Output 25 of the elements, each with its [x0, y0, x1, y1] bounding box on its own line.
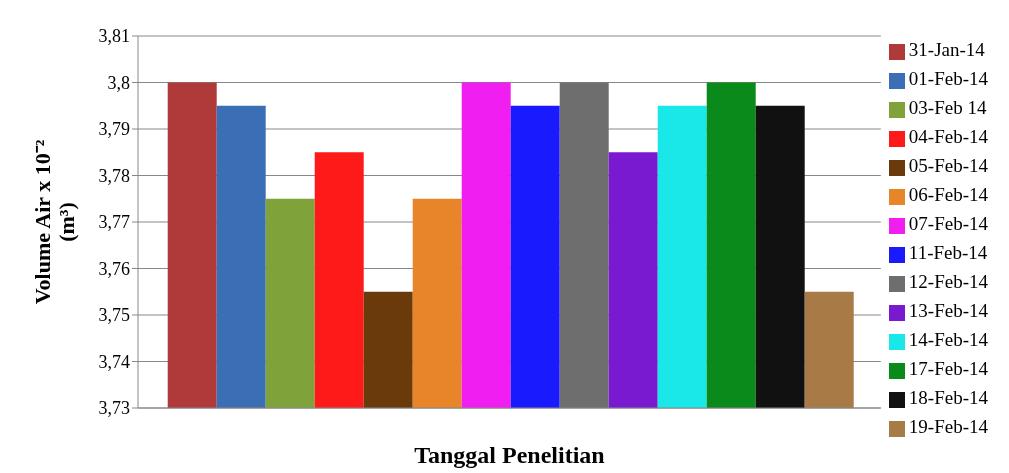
legend-label: 04-Feb-14 [908, 126, 988, 147]
legend-label: 14-Feb-14 [908, 329, 988, 350]
legend-label: 11-Feb-14 [908, 242, 988, 263]
legend-label: 12-Feb-14 [908, 271, 988, 292]
legend-label: 06-Feb-14 [908, 184, 988, 205]
y-tick-label: 3,75 [98, 305, 130, 326]
y-tick-label: 3,73 [98, 398, 130, 419]
y-tick-label: 3,74 [98, 351, 130, 372]
y-tick-label: 3,76 [98, 258, 130, 279]
legend-label: 03-Feb 14 [908, 97, 987, 118]
y-tick-label: 3,78 [98, 165, 130, 186]
x-axis-title: Tanggal Penelitian [414, 442, 605, 468]
y-axis-title: Volume Air x 10⁻² (m³) [30, 139, 79, 305]
legend-label: 07-Feb-14 [908, 213, 988, 234]
legend-label: 01-Feb-14 [908, 68, 988, 89]
y-tick-label: 3,77 [98, 212, 130, 233]
y-tick-label: 3,81 [98, 26, 130, 47]
legend-label: 13-Feb-14 [908, 300, 988, 321]
legend-label: 05-Feb-14 [908, 155, 988, 176]
legend-label: 19-Feb-14 [908, 416, 988, 437]
legend-label: 18-Feb-14 [908, 387, 988, 408]
legend-label: 31-Jan-14 [908, 39, 985, 60]
legend-label: 17-Feb-14 [908, 358, 988, 379]
y-tick-label: 3,79 [98, 119, 130, 140]
y-tick-label: 3,8 [107, 72, 130, 93]
